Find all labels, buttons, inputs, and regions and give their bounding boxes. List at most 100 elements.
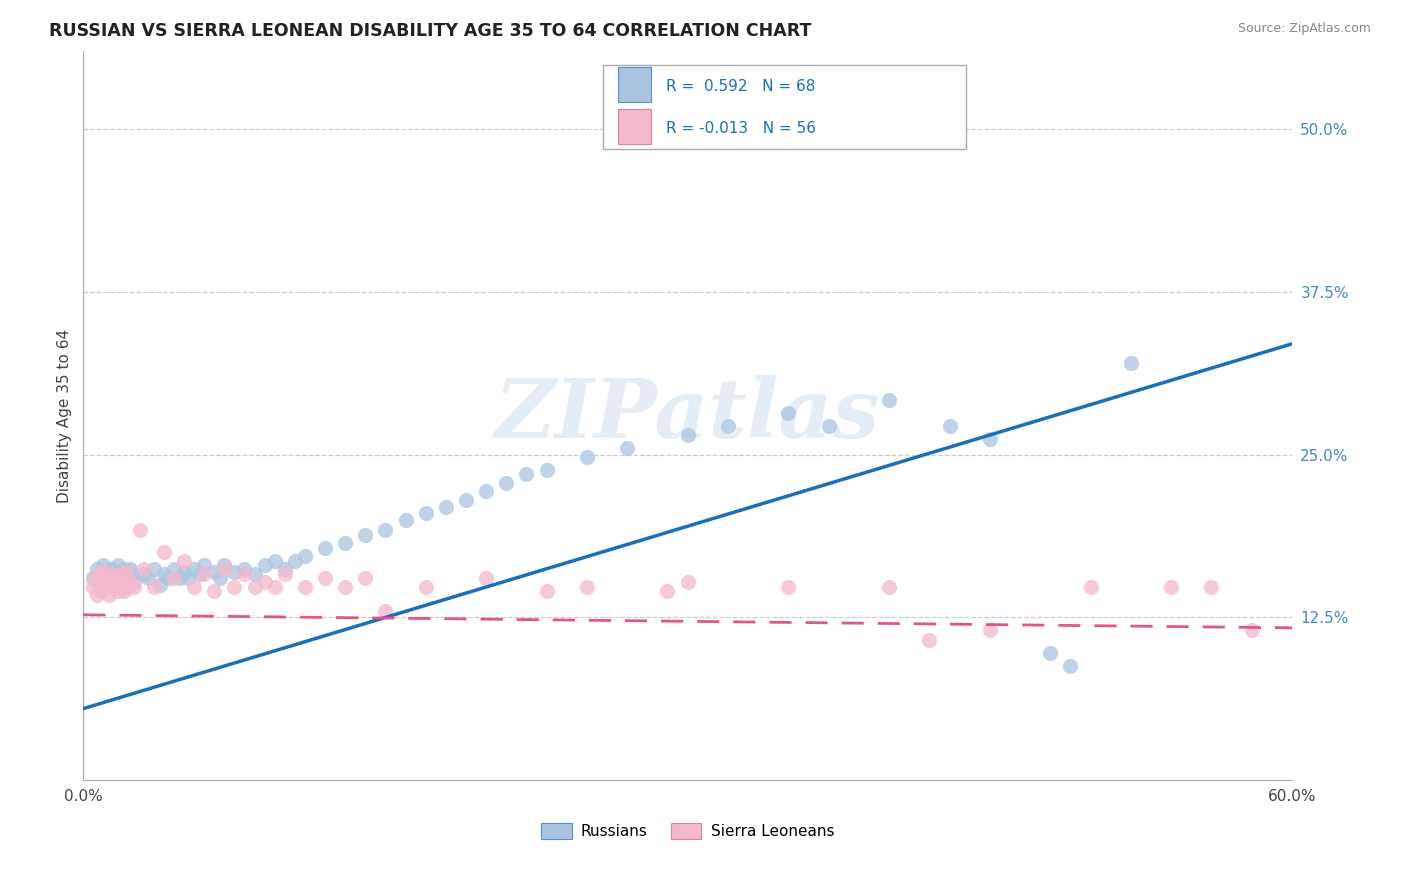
Point [114, 581, 136, 595]
Text: Source: ZipAtlas.com: Source: ZipAtlas.com [1237, 22, 1371, 36]
Point [394, 513, 416, 527]
FancyBboxPatch shape [617, 109, 651, 145]
Point [114, 565, 136, 579]
Point [657, 584, 679, 599]
Point [96, 565, 118, 579]
Y-axis label: Disability Age 35 to 64: Disability Age 35 to 64 [58, 328, 72, 502]
Point [1240, 624, 1263, 638]
Point [475, 483, 498, 498]
Point [93, 567, 115, 582]
Point [93, 558, 115, 573]
Point [335, 581, 357, 595]
FancyBboxPatch shape [603, 65, 966, 149]
Point [90, 584, 112, 599]
Point [104, 578, 127, 592]
Point [263, 581, 285, 595]
Point [121, 567, 143, 582]
Text: R = -0.013   N = 56: R = -0.013 N = 56 [666, 120, 815, 136]
Point [122, 575, 145, 590]
Point [93, 575, 115, 590]
Point [110, 565, 132, 579]
Point [214, 562, 236, 576]
Point [1160, 581, 1182, 595]
Point [243, 581, 266, 595]
Point [89, 578, 111, 592]
Point [112, 562, 135, 576]
Point [149, 578, 172, 592]
Point [103, 581, 125, 595]
Point [274, 567, 297, 582]
Point [132, 562, 155, 576]
Point [153, 567, 176, 582]
Point [188, 567, 211, 582]
Point [374, 523, 396, 537]
Point [979, 624, 1001, 638]
Point [104, 571, 127, 585]
Text: ZIPatlas: ZIPatlas [495, 376, 880, 456]
Point [118, 575, 141, 590]
Point [84, 571, 107, 585]
Point [156, 571, 179, 585]
Point [94, 581, 117, 595]
Point [163, 571, 186, 585]
Point [98, 571, 121, 585]
Point [110, 567, 132, 582]
Point [224, 565, 246, 579]
Point [536, 584, 558, 599]
Point [136, 571, 159, 585]
FancyBboxPatch shape [617, 67, 651, 102]
Point [314, 541, 336, 556]
Point [274, 562, 297, 576]
Point [86, 562, 108, 576]
Point [98, 588, 121, 602]
Point [1080, 581, 1102, 595]
Point [354, 571, 377, 585]
Point [177, 571, 200, 585]
Point [86, 588, 108, 602]
Point [233, 567, 256, 582]
Point [107, 584, 129, 599]
Point [243, 567, 266, 582]
Point [253, 575, 276, 590]
Point [117, 571, 139, 585]
Point [717, 418, 740, 433]
Point [335, 536, 357, 550]
Point [128, 523, 150, 537]
Legend: Russians, Sierra Leoneans: Russians, Sierra Leoneans [536, 817, 841, 846]
Point [103, 567, 125, 582]
Point [475, 571, 498, 585]
Point [263, 554, 285, 568]
Point [202, 584, 225, 599]
Point [100, 562, 122, 576]
Point [100, 567, 122, 582]
Point [142, 562, 165, 576]
Point [374, 604, 396, 618]
Point [284, 554, 307, 568]
Point [938, 418, 960, 433]
Point [1119, 356, 1142, 370]
Point [415, 581, 437, 595]
Point [294, 549, 316, 564]
Point [193, 558, 215, 573]
Point [173, 554, 195, 568]
Point [173, 565, 195, 579]
Point [877, 392, 900, 407]
Point [233, 562, 256, 576]
Point [122, 581, 145, 595]
Point [1059, 658, 1081, 673]
Point [193, 567, 215, 582]
Point [82, 571, 104, 585]
Point [1201, 581, 1223, 595]
Point [415, 506, 437, 520]
Point [354, 528, 377, 542]
Point [163, 562, 186, 576]
Point [1039, 646, 1062, 660]
Point [877, 581, 900, 595]
Point [224, 581, 246, 595]
Point [495, 476, 517, 491]
Point [515, 467, 537, 482]
Point [153, 545, 176, 559]
Point [253, 558, 276, 573]
Point [169, 571, 191, 585]
Text: RUSSIAN VS SIERRA LEONEAN DISABILITY AGE 35 TO 64 CORRELATION CHART: RUSSIAN VS SIERRA LEONEAN DISABILITY AGE… [49, 22, 811, 40]
